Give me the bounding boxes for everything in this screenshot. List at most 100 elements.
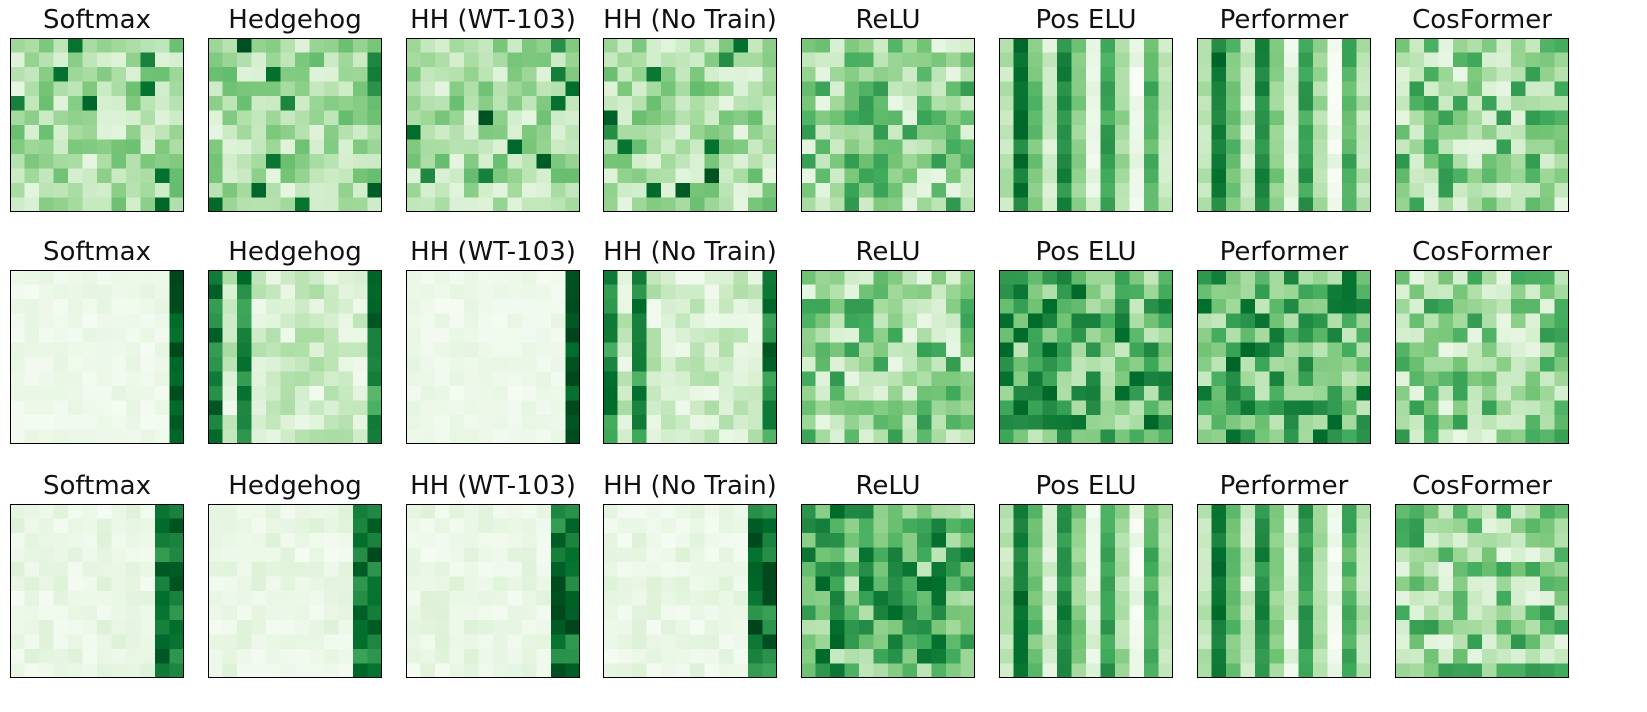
heatmap-cell bbox=[565, 504, 580, 519]
heatmap-cell bbox=[661, 605, 676, 621]
heatmap-cell bbox=[859, 576, 874, 592]
heatmap-cell bbox=[478, 168, 494, 184]
heatmap-cell bbox=[632, 518, 647, 534]
heatmap-cell bbox=[1467, 415, 1483, 430]
heatmap-cell bbox=[53, 605, 69, 621]
heatmap-cell bbox=[704, 415, 720, 430]
heatmap-cell bbox=[155, 125, 170, 140]
heatmap-cell bbox=[1511, 400, 1526, 416]
heatmap-cell bbox=[1115, 547, 1130, 563]
heatmap-cell bbox=[1158, 313, 1173, 329]
heatmap-cell bbox=[353, 154, 368, 169]
heatmap-cell bbox=[1540, 81, 1555, 97]
heatmap-cell bbox=[82, 197, 98, 212]
panel-title: ReLU bbox=[855, 237, 921, 267]
heatmap-cell bbox=[675, 504, 691, 519]
heatmap-cell bbox=[435, 52, 450, 68]
heatmap-cell bbox=[551, 183, 566, 198]
heatmap-cell bbox=[1042, 284, 1058, 300]
heatmap-cell bbox=[617, 299, 633, 314]
heatmap-frame bbox=[208, 38, 382, 212]
heatmap-cell bbox=[859, 125, 874, 140]
heatmap-cell bbox=[324, 591, 339, 606]
heatmap-cell bbox=[1013, 342, 1029, 358]
heatmap-cell bbox=[1211, 591, 1227, 606]
heatmap-cell bbox=[1298, 415, 1314, 430]
heatmap-cell bbox=[1284, 183, 1299, 198]
heatmap-cell bbox=[522, 299, 537, 314]
heatmap-cell bbox=[1298, 139, 1314, 155]
heatmap-cell bbox=[309, 299, 325, 314]
heatmap-cell bbox=[1158, 197, 1173, 212]
heatmap-cell bbox=[888, 649, 903, 664]
heatmap-cell bbox=[1129, 67, 1145, 82]
heatmap-cell bbox=[661, 620, 676, 635]
heatmap-cell bbox=[1540, 649, 1555, 664]
heatmap-cell bbox=[1057, 518, 1072, 534]
heatmap-cell bbox=[1313, 96, 1328, 111]
heatmap-frame bbox=[1395, 504, 1569, 678]
heatmap-cell bbox=[603, 429, 618, 444]
heatmap-cell bbox=[280, 591, 296, 606]
heatmap-cell bbox=[39, 518, 54, 534]
heatmap-cell bbox=[1409, 400, 1425, 416]
heatmap-cell bbox=[53, 371, 69, 387]
heatmap-cell bbox=[1424, 533, 1439, 548]
heatmap-cell bbox=[464, 183, 479, 198]
heatmap-cell bbox=[1129, 591, 1145, 606]
heatmap-cell bbox=[1540, 67, 1555, 82]
heatmap-cell bbox=[873, 197, 889, 212]
heatmap-cell bbox=[1453, 197, 1468, 212]
heatmap-cell bbox=[844, 154, 860, 169]
heatmap-cell bbox=[999, 313, 1014, 329]
heatmap-cell bbox=[1453, 634, 1468, 650]
heatmap-cell bbox=[1511, 562, 1526, 577]
heatmap-cell bbox=[309, 562, 325, 577]
heatmap-cell bbox=[208, 605, 223, 621]
heatmap-cell bbox=[815, 576, 831, 592]
heatmap-cell bbox=[1197, 299, 1212, 314]
heatmap-cell bbox=[1211, 415, 1227, 430]
heatmap-cell bbox=[675, 313, 691, 329]
heatmap-cell bbox=[1284, 270, 1299, 285]
heatmap-cell bbox=[1511, 357, 1526, 372]
heatmap-cell bbox=[1327, 562, 1343, 577]
heatmap-cell bbox=[222, 547, 238, 563]
heatmap-cell bbox=[1496, 168, 1512, 184]
heatmap-cell bbox=[801, 270, 816, 285]
heatmap-cell bbox=[888, 197, 903, 212]
heatmap-cell bbox=[140, 371, 156, 387]
heatmap-cell bbox=[675, 270, 691, 285]
heatmap-cell bbox=[1554, 371, 1569, 387]
heatmap-cell bbox=[1211, 342, 1227, 358]
heatmap-cell bbox=[873, 342, 889, 358]
heatmap-cell bbox=[507, 429, 523, 444]
heatmap-cell bbox=[917, 429, 932, 444]
heatmap-cell bbox=[762, 110, 777, 126]
heatmap-cell bbox=[873, 38, 889, 53]
heatmap-cell bbox=[1327, 110, 1343, 126]
heatmap-cell bbox=[280, 96, 296, 111]
heatmap-cell bbox=[603, 547, 618, 563]
heatmap-cell bbox=[617, 547, 633, 563]
heatmap-cell bbox=[1144, 342, 1159, 358]
heatmap-cell bbox=[902, 386, 918, 401]
heatmap-cell bbox=[1467, 504, 1483, 519]
heatmap-cell bbox=[1453, 96, 1468, 111]
heatmap-cell bbox=[704, 429, 720, 444]
heatmap-cell bbox=[68, 125, 83, 140]
heatmap-cell bbox=[464, 110, 479, 126]
heatmap-cell bbox=[251, 38, 267, 53]
heatmap-cell bbox=[1409, 38, 1425, 53]
heatmap-cell bbox=[1395, 67, 1410, 82]
heatmap-cell bbox=[126, 371, 141, 387]
heatmap-cell bbox=[1453, 154, 1468, 169]
heatmap-cell bbox=[24, 386, 40, 401]
heatmap-cell bbox=[237, 154, 252, 169]
heatmap-cell bbox=[946, 605, 961, 621]
heatmap-cell bbox=[1395, 429, 1410, 444]
heatmap-cell bbox=[367, 562, 382, 577]
heatmap-cell bbox=[464, 125, 479, 140]
heatmap-cell bbox=[873, 547, 889, 563]
heatmap-cell bbox=[208, 96, 223, 111]
